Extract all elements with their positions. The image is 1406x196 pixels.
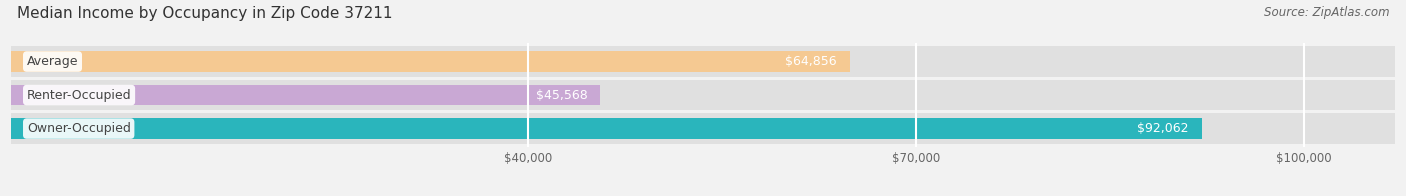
Bar	[11, 85, 600, 105]
Text: $92,062: $92,062	[1137, 122, 1188, 135]
Bar	[11, 80, 1395, 110]
Bar	[11, 118, 1202, 139]
Text: Renter-Occupied: Renter-Occupied	[27, 89, 131, 102]
Text: Average: Average	[27, 55, 79, 68]
Bar	[11, 113, 1395, 144]
Bar	[11, 51, 849, 72]
Text: Owner-Occupied: Owner-Occupied	[27, 122, 131, 135]
Text: Median Income by Occupancy in Zip Code 37211: Median Income by Occupancy in Zip Code 3…	[17, 6, 392, 21]
Bar	[11, 46, 1395, 77]
Text: Source: ZipAtlas.com: Source: ZipAtlas.com	[1264, 6, 1389, 19]
Text: $45,568: $45,568	[536, 89, 588, 102]
Text: $64,856: $64,856	[786, 55, 837, 68]
